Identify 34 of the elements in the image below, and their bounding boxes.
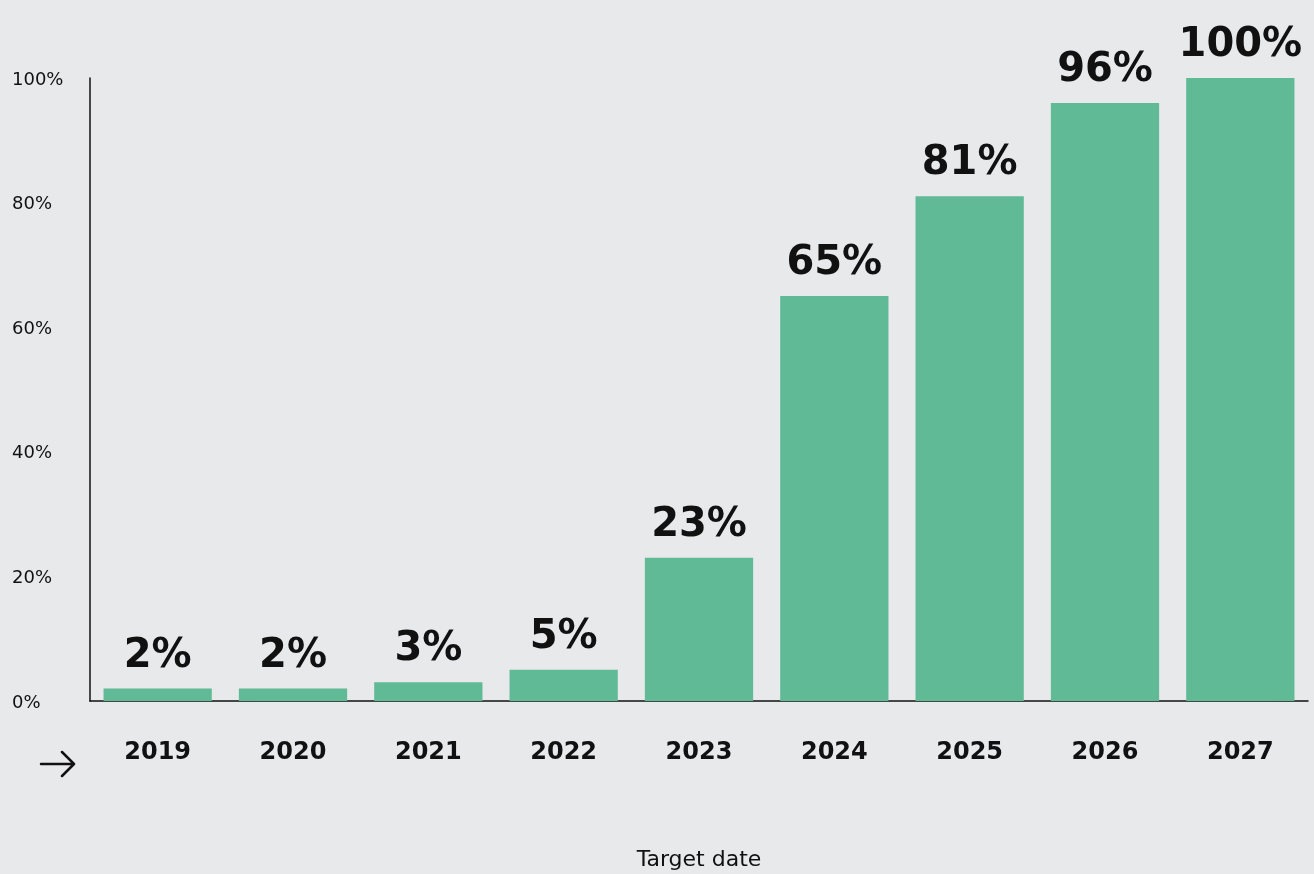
x-axis-title: Target date — [635, 845, 762, 871]
y-tick-label: 0% — [12, 690, 41, 712]
data-label: 65% — [786, 237, 883, 284]
data-label: 23% — [651, 498, 747, 545]
x-tick-label: 2020 — [259, 737, 327, 765]
bar — [103, 688, 212, 701]
data-label: 2% — [259, 629, 327, 676]
bar — [1186, 78, 1295, 701]
y-tick-label: 60% — [12, 316, 53, 338]
data-label: 81% — [921, 137, 1018, 184]
data-label: 3% — [394, 623, 463, 670]
x-tick-label: 2023 — [665, 737, 733, 765]
bar — [374, 682, 483, 701]
x-tick-label: 2024 — [800, 737, 868, 765]
x-tick-label: 2026 — [1071, 737, 1139, 765]
bar — [238, 688, 348, 701]
x-tick-label: 2019 — [124, 737, 192, 765]
x-tick-label: 2025 — [936, 737, 1004, 765]
y-tick-label: 80% — [12, 192, 53, 214]
bar — [780, 296, 889, 701]
data-label: 5% — [529, 610, 598, 657]
y-tick-label: 20% — [12, 565, 53, 587]
bar — [509, 669, 618, 701]
x-tick-label: 2027 — [1206, 737, 1274, 765]
y-tick-label: 40% — [12, 441, 53, 463]
bar — [644, 557, 754, 701]
y-tick-label: 100% — [12, 67, 64, 89]
x-tick-label: 2022 — [530, 737, 598, 765]
bar — [1050, 102, 1160, 701]
bar — [915, 196, 1024, 701]
data-label: 96% — [1057, 43, 1153, 90]
x-tick-label: 2021 — [394, 737, 462, 765]
data-label: 2% — [123, 629, 192, 676]
data-label: 100% — [1178, 19, 1303, 65]
